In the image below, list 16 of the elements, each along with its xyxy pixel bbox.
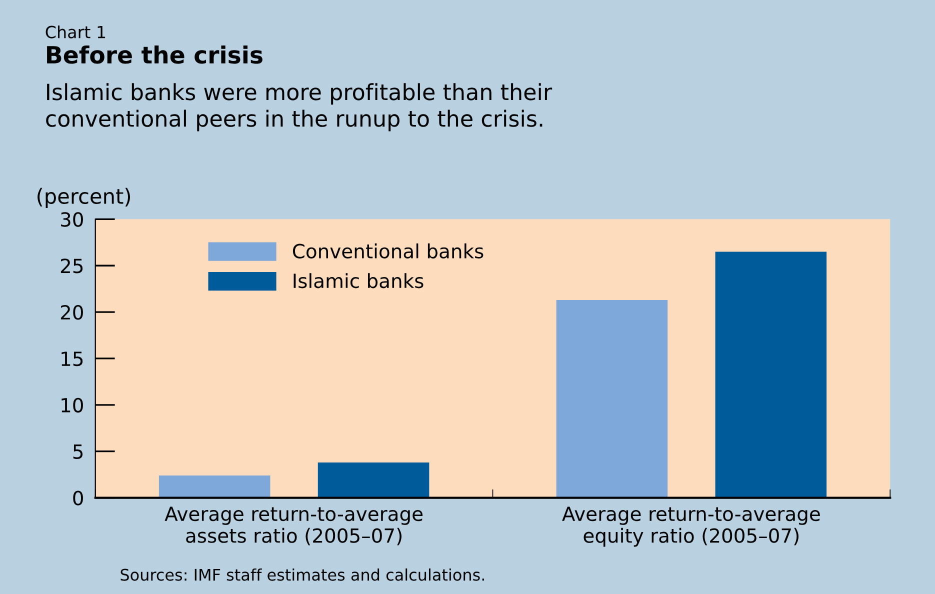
y-tick-label: 20 xyxy=(60,305,83,320)
legend-label: Islamic banks xyxy=(294,273,424,288)
y-tick-label: 0 xyxy=(73,490,83,506)
y-tick-label: 30 xyxy=(61,212,83,227)
y-tick-label: 10 xyxy=(62,398,83,413)
y-tick-label: 25 xyxy=(60,258,83,274)
y-tick-label: 5 xyxy=(73,444,83,460)
chart-title: Before the crisis xyxy=(47,45,262,64)
source-note: Sources: IMF staff estimates and calculations. xyxy=(120,568,484,581)
y-tick-label: 15 xyxy=(62,352,83,366)
legend-label: Conventional banks xyxy=(292,243,484,258)
x-tick-label: Average return-to-average equity ratio (2005–07) xyxy=(562,506,820,547)
chart-subtitle: Islamic banks were more profitable than their conventional peers in the runup to the crisis. xyxy=(46,83,552,132)
y-axis-title: (percent) xyxy=(38,188,130,208)
caption: Chart 1 xyxy=(46,25,106,38)
x-tick-label: Average return-to-average assets ratio (2005–07) xyxy=(164,506,423,546)
